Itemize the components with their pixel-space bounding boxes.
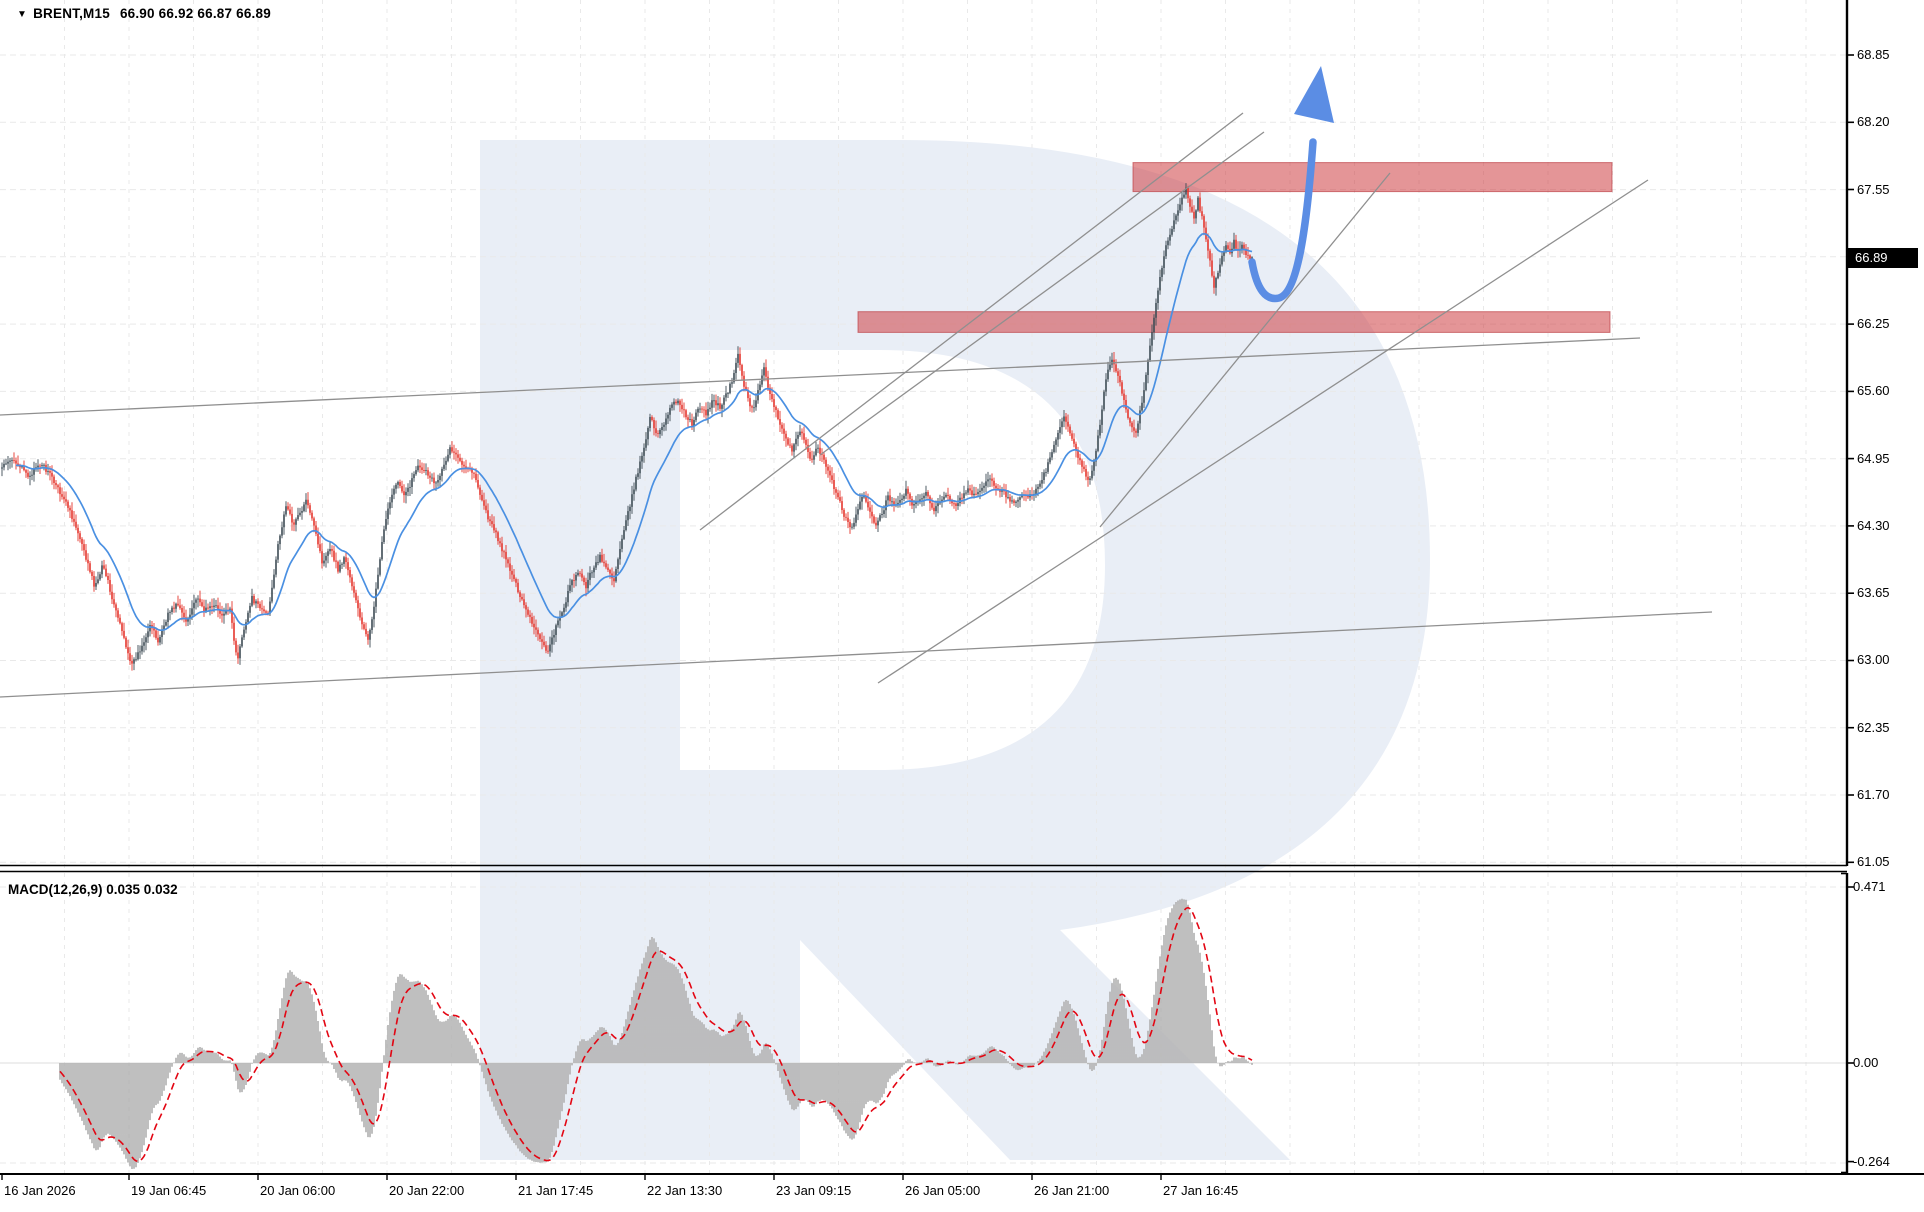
grid-horizontal xyxy=(0,54,1846,1164)
price-axis-label: 63.00 xyxy=(1857,652,1890,668)
candles-layer xyxy=(1,183,1253,671)
symbol-header: ▼ BRENT,M15 66.90 66.92 66.87 66.89 xyxy=(17,6,271,21)
price-axis-label: 68.85 xyxy=(1857,47,1890,62)
current-price-tag: 66.89 xyxy=(1848,248,1918,268)
time-axis-label: 23 Jan 09:15 xyxy=(776,1183,852,1198)
rally-support-line xyxy=(877,179,1649,684)
macd-axis-label: 0.00 xyxy=(1853,1055,1879,1070)
price-axis-label: 65.60 xyxy=(1857,383,1890,399)
price-axis-label: 68.20 xyxy=(1857,114,1890,130)
price-axis-label: 66.25 xyxy=(1857,316,1890,332)
resistance-zone-upper xyxy=(1132,162,1613,193)
channel-line-steep-3 xyxy=(1099,172,1391,528)
price-axis-label: 67.55 xyxy=(1857,181,1890,197)
time-axis-label: 16 Jan 2026 xyxy=(4,1183,76,1198)
time-axis-ticks xyxy=(1,1175,1162,1180)
time-axis-label: 26 Jan 21:00 xyxy=(1034,1183,1110,1198)
support-line-lower-long xyxy=(0,611,1713,698)
price-axis-label: 62.35 xyxy=(1857,719,1890,735)
channel-line-steep-2 xyxy=(819,131,1265,456)
macd-signal-line xyxy=(59,906,1253,1163)
channel-line-steep-1 xyxy=(699,112,1244,531)
price-axis-label: 61.70 xyxy=(1857,787,1890,803)
price-axis-label: 61.05 xyxy=(1857,854,1890,870)
symbol-name: BRENT,M15 xyxy=(33,6,110,21)
time-axis-label: 20 Jan 06:00 xyxy=(260,1183,336,1198)
support-line-upper-long xyxy=(0,337,1641,416)
time-axis-label: 20 Jan 22:00 xyxy=(389,1183,465,1198)
time-axis-label: 19 Jan 06:45 xyxy=(131,1183,207,1198)
time-axis-label: 22 Jan 13:30 xyxy=(647,1183,723,1198)
panel-separator[interactable] xyxy=(0,864,1847,873)
axis-ticks xyxy=(1841,54,1854,1174)
moving-average-line xyxy=(15,232,1253,632)
time-axis-label: 26 Jan 05:00 xyxy=(905,1183,981,1198)
letter-R-watermark xyxy=(480,140,1430,1160)
trendlines[interactable] xyxy=(0,112,1713,698)
macd-axis-label: 0.471 xyxy=(1853,879,1886,895)
time-axis-label: 21 Jan 17:45 xyxy=(518,1183,594,1198)
price-axis-label: 64.30 xyxy=(1857,517,1890,533)
price-axis-label: 63.65 xyxy=(1857,585,1890,601)
symbol-ohlc-values: 66.90 66.92 66.87 66.89 xyxy=(119,6,271,21)
time-axis-label: 27 Jan 16:45 xyxy=(1163,1183,1239,1198)
symbol-dropdown-triangle-icon[interactable]: ▼ xyxy=(17,9,28,20)
macd-axis-label: -0.264 xyxy=(1853,1153,1890,1169)
macd-indicator-label: MACD(12,26,9) 0.035 0.032 xyxy=(8,882,178,897)
price-axis-label: 64.95 xyxy=(1857,450,1890,466)
bullish-arrow-annotation[interactable] xyxy=(1248,66,1334,303)
